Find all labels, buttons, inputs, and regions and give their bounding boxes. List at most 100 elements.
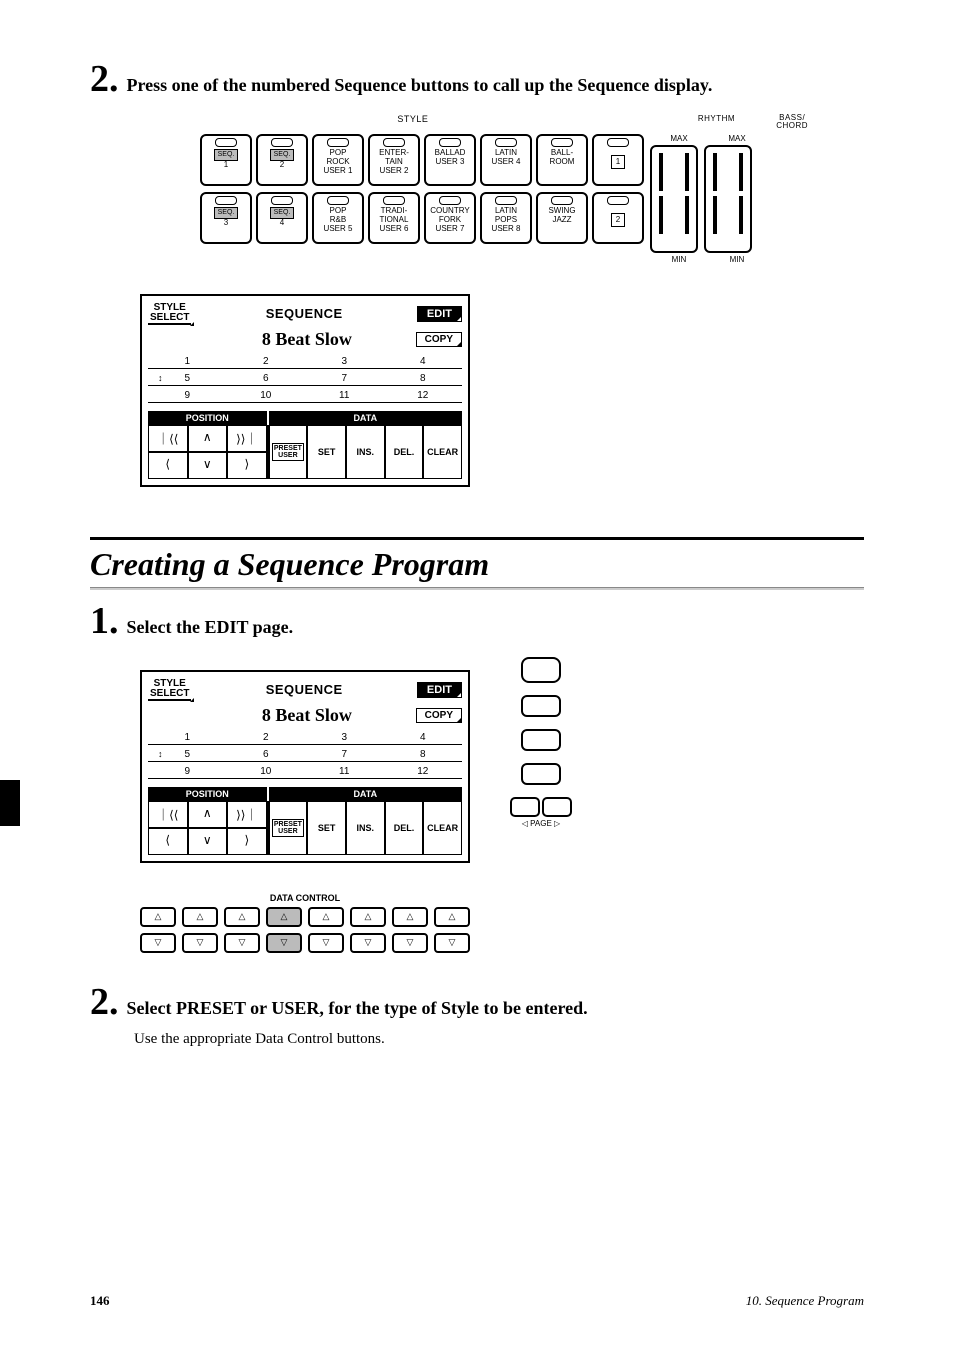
style-button[interactable]: POPR&BUSER 5 [312,192,364,244]
data-control-up-button[interactable]: △ [140,907,176,927]
data-action-button[interactable]: INS. [346,801,385,855]
position-control[interactable]: ⟩ [227,828,267,855]
label-style: STYLE [200,114,626,130]
sequence-display: STYLE SELECT SEQUENCE EDIT 8 Beat Slow C… [140,294,470,487]
position-control[interactable]: ⟩ [227,452,267,479]
style-button[interactable]: BALL-ROOM [536,134,588,186]
data-action-button[interactable]: DEL. [385,425,424,479]
grid-cell[interactable]: 12 [384,387,463,403]
label-max: MAX [650,134,708,143]
grid-cell[interactable]: 9 [148,763,227,779]
step-subtext: Use the appropriate Data Control buttons… [134,1031,864,1048]
data-action-button[interactable]: CLEAR [423,425,462,479]
position-control[interactable]: ∨ [188,452,228,479]
position-control[interactable]: ⟨ [148,828,188,855]
position-control[interactable]: ｜⟨⟨ [148,425,188,452]
grid-cell[interactable]: 3 [305,729,384,745]
data-action-button[interactable]: CLEAR [423,801,462,855]
position-control[interactable]: ⟩⟩｜ [227,425,267,452]
side-button[interactable] [521,729,561,751]
data-control-down-button[interactable]: ▽ [266,933,302,953]
data-action-button[interactable]: INS. [346,425,385,479]
side-button[interactable] [521,763,561,785]
page-next-button[interactable] [542,797,572,817]
data-control-up-button[interactable]: △ [434,907,470,927]
grid-cell[interactable]: 11 [305,387,384,403]
style-select-button[interactable]: STYLE SELECT [148,302,191,325]
style-button[interactable]: TRADI-TIONALUSER 6 [368,192,420,244]
grid-cell[interactable]: 1 [148,729,227,745]
grid-cell[interactable]: 5 [148,746,227,762]
style-button[interactable]: SEQ.1 [200,134,252,186]
grid-cell[interactable]: 3 [305,353,384,369]
data-action-button[interactable]: SET [307,425,346,479]
style-button[interactable]: SWINGJAZZ [536,192,588,244]
grid-cell[interactable]: 10 [227,387,306,403]
data-control-up-button[interactable]: △ [182,907,218,927]
copy-button[interactable]: COPY [416,332,462,347]
style-button[interactable]: COUNTRYFORKUSER 7 [424,192,476,244]
preset-user-toggle[interactable]: PRESET USER [269,425,308,479]
style-name: 8 Beat Slow [198,329,416,350]
grid-cell[interactable]: 7 [305,746,384,762]
grid-cell[interactable]: 5 [148,370,227,386]
side-button[interactable] [521,657,561,683]
grid-cell[interactable]: 11 [305,763,384,779]
page-prev-button[interactable] [510,797,540,817]
grid-cell[interactable]: 10 [227,763,306,779]
page-number: 146 [90,1293,110,1309]
grid-cell[interactable]: 2 [227,729,306,745]
grid-cell[interactable]: 7 [305,370,384,386]
data-control-up-button[interactable]: △ [392,907,428,927]
grid-cell[interactable]: 6 [227,370,306,386]
position-control[interactable]: ⟩⟩｜ [227,801,267,828]
rhythm-slider[interactable] [650,145,698,253]
grid-cell[interactable]: 2 [227,353,306,369]
data-control-down-button[interactable]: ▽ [140,933,176,953]
data-control-down-button[interactable]: ▽ [392,933,428,953]
style-button[interactable]: SEQ.3 [200,192,252,244]
data-control-down-button[interactable]: ▽ [224,933,260,953]
style-button[interactable]: LATINPOPSUSER 8 [480,192,532,244]
grid-cell[interactable]: 4 [384,353,463,369]
position-control[interactable]: ｜⟨⟨ [148,801,188,828]
grid-cell[interactable]: 8 [384,746,463,762]
style-button[interactable]: SEQ.4 [256,192,308,244]
grid-cell[interactable]: 6 [227,746,306,762]
data-action-button[interactable]: DEL. [385,801,424,855]
position-control[interactable]: ⟨ [148,452,188,479]
position-control[interactable]: ∨ [188,828,228,855]
data-action-button[interactable]: SET [307,801,346,855]
style-button[interactable]: POPROCKUSER 1 [312,134,364,186]
style-button[interactable]: BALLADUSER 3 [424,134,476,186]
page-label: ◁ PAGE ▷ [510,819,572,828]
side-button[interactable] [521,695,561,717]
grid-cell[interactable]: 8 [384,370,463,386]
step-number: 2. [90,983,119,1021]
grid-cell[interactable]: 4 [384,729,463,745]
grid-cell[interactable]: 1 [148,353,227,369]
data-control-up-button[interactable]: △ [224,907,260,927]
bass-chord-slider[interactable] [704,145,752,253]
edit-button[interactable]: EDIT [417,306,462,322]
edit-button[interactable]: EDIT [417,682,462,698]
grid-cell[interactable]: 9 [148,387,227,403]
data-control-up-button[interactable]: △ [266,907,302,927]
style-button[interactable]: ENTER-TAINUSER 2 [368,134,420,186]
style-button[interactable]: LATINUSER 4 [480,134,532,186]
style-select-button[interactable]: STYLE SELECT [148,678,191,701]
position-control[interactable]: ∧ [188,425,228,452]
copy-button[interactable]: COPY [416,708,462,723]
data-control-down-button[interactable]: ▽ [434,933,470,953]
position-control[interactable]: ∧ [188,801,228,828]
style-button[interactable]: SEQ.2 [256,134,308,186]
data-control-down-button[interactable]: ▽ [308,933,344,953]
data-control-up-button[interactable]: △ [308,907,344,927]
style-button[interactable]: 2 [592,192,644,244]
preset-user-toggle[interactable]: PRESET USER [269,801,308,855]
data-control-up-button[interactable]: △ [350,907,386,927]
data-control-down-button[interactable]: ▽ [182,933,218,953]
style-button[interactable]: 1 [592,134,644,186]
grid-cell[interactable]: 12 [384,763,463,779]
data-control-down-button[interactable]: ▽ [350,933,386,953]
